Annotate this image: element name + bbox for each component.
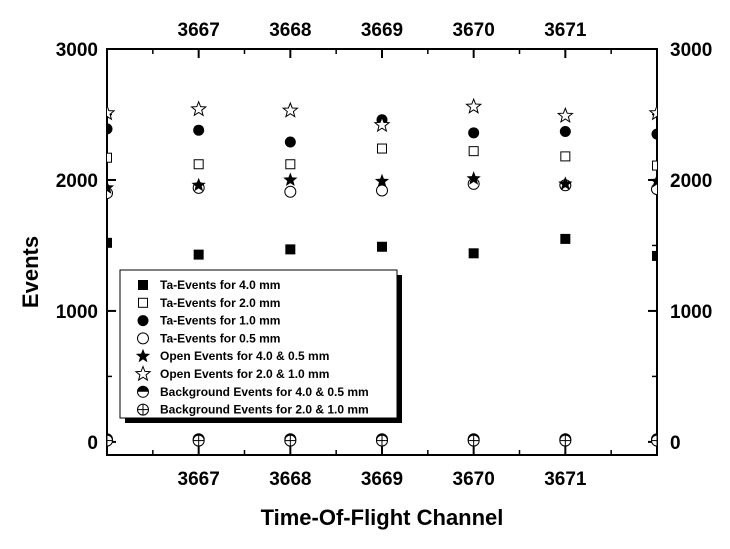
- y-axis-title: Events: [18, 236, 43, 308]
- data-point-series-0: [652, 250, 657, 261]
- data-point-series-3: [376, 184, 388, 197]
- x-tick-label-bottom: 3667: [178, 469, 220, 490]
- legend-label: Background Events for 2.0 & 1.0 mm: [160, 403, 369, 417]
- y-tick-label-right: 1000: [670, 302, 712, 323]
- data-point-series-0: [560, 233, 571, 244]
- legend-label: Ta-Events for 1.0 mm: [160, 314, 280, 328]
- x-tick-label-bottom: 3668: [269, 469, 311, 490]
- legend-entry: Ta-Events for 0.5 mm: [137, 331, 280, 345]
- y-tick-label-left: 3000: [56, 40, 98, 61]
- y-tick-label-right: 2000: [670, 171, 712, 192]
- legend-entry: Open Events for 4.0 & 0.5 mm: [135, 348, 329, 363]
- data-point-series-0: [107, 237, 112, 248]
- data-point-series-4: [374, 173, 390, 188]
- y-tick-label-left: 2000: [56, 171, 98, 192]
- data-point-series-0: [193, 249, 204, 260]
- legend-label: Ta-Events for 0.5 mm: [160, 331, 280, 345]
- x-axis-title: Time-Of-Flight Channel: [261, 505, 504, 530]
- legend-entry: Open Events for 2.0 & 1.0 mm: [134, 365, 329, 382]
- legend-entry: Ta-Events for 1.0 mm: [137, 314, 280, 328]
- legend-marker: [135, 348, 151, 363]
- data-point-series-0: [377, 241, 387, 252]
- x-tick-label-top: 3668: [269, 20, 311, 41]
- data-point-series-4: [558, 176, 573, 190]
- axis-tick-labels: 3667 3667 3668 3668 3669 3669 3670 3670 3671 3671…: [56, 20, 713, 490]
- data-point-series-1: [377, 143, 387, 154]
- data-point-series-1: [193, 159, 204, 170]
- y-tick-label-right: 0: [670, 433, 681, 454]
- data-point-series-7: [284, 434, 297, 447]
- data-point-series-1: [560, 151, 571, 162]
- data-point-series-7: [107, 434, 113, 447]
- legend-marker: [137, 385, 149, 398]
- data-point-series-4: [466, 171, 481, 185]
- legend: Ta-Events for 4.0 mm Ta-Events for 2.0 mm…: [119, 269, 402, 423]
- data-point-series-0: [285, 244, 296, 255]
- legend-entry: Ta-Events for 2.0 mm: [138, 296, 280, 310]
- data-point-series-4: [649, 173, 657, 188]
- data-point-series-3: [284, 185, 297, 198]
- legend-label: Open Events for 4.0 & 0.5 mm: [160, 349, 329, 363]
- data-point-series-5: [648, 104, 657, 121]
- legend-label: Open Events for 2.0 & 1.0 mm: [160, 367, 329, 381]
- data-point-series-7: [192, 434, 205, 447]
- data-point-series-2: [468, 127, 480, 139]
- x-tick-label-bottom: 3670: [453, 469, 495, 490]
- data-point-series-5: [190, 100, 208, 117]
- data-point-series-4: [107, 180, 115, 194]
- data-point-series-1: [285, 159, 296, 170]
- data-point-series-1: [107, 152, 112, 163]
- data-point-series-7: [467, 434, 480, 447]
- x-tick-label-top: 3671: [544, 20, 587, 41]
- x-tick-label-top: 3670: [453, 20, 495, 41]
- data-point-series-5: [465, 97, 483, 114]
- data-point-series-5: [107, 104, 116, 121]
- legend-marker: [138, 280, 148, 290]
- data-point-series-2: [284, 136, 296, 148]
- data-point-series-5: [373, 116, 391, 133]
- data-point-series-7: [376, 434, 388, 447]
- data-point-series-2: [107, 123, 113, 135]
- data-point-series-1: [652, 160, 657, 171]
- data-point-series-0: [468, 248, 479, 259]
- legend-marker: [137, 332, 149, 345]
- legend-entry: Ta-Events for 4.0 mm: [138, 278, 280, 292]
- data-point-series-1: [468, 146, 479, 157]
- x-tick-label-top: 3669: [361, 20, 403, 41]
- legend-label: Ta-Events for 4.0 mm: [160, 278, 280, 292]
- legend-marker: [137, 315, 149, 327]
- legend-entry: Background Events for 2.0 & 1.0 mm: [137, 403, 369, 417]
- data-point-series-5: [281, 101, 299, 118]
- data-points: [107, 97, 657, 447]
- y-tick-label-right: 3000: [670, 40, 712, 61]
- legend-box: [119, 269, 398, 419]
- data-point-series-2: [559, 126, 571, 138]
- data-point-series-2: [651, 128, 657, 140]
- legend-label: Background Events for 4.0 & 0.5 mm: [160, 385, 369, 399]
- data-point-series-4: [283, 172, 298, 187]
- legend-marker: [138, 297, 148, 308]
- legend-marker: [137, 403, 149, 416]
- y-tick-label-left: 0: [87, 433, 98, 454]
- legend-label: Ta-Events for 2.0 mm: [160, 296, 280, 310]
- data-point-series-7: [559, 434, 572, 447]
- x-tick-label-bottom: 3671: [544, 469, 587, 490]
- data-point-series-2: [193, 124, 205, 136]
- data-point-series-4: [191, 177, 206, 192]
- legend-marker: [134, 365, 152, 382]
- y-tick-label-left: 1000: [56, 302, 98, 323]
- legend-entry: Background Events for 4.0 & 0.5 mm: [137, 385, 369, 399]
- x-tick-label-top: 3667: [178, 20, 220, 41]
- data-point-series-7: [651, 434, 657, 447]
- data-point-series-5: [556, 106, 574, 123]
- x-tick-label-bottom: 3669: [361, 469, 403, 490]
